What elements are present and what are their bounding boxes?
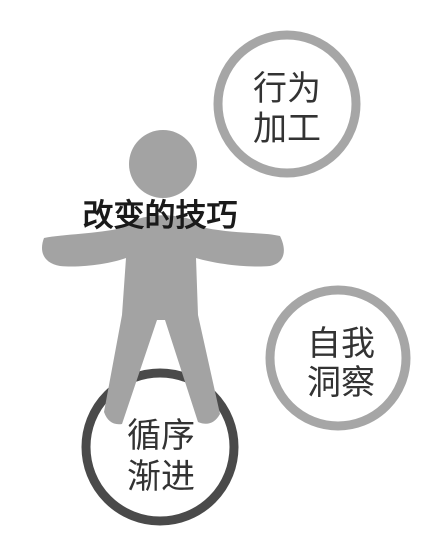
diagram-title: 改变的技巧 [83,198,238,234]
person-head [129,130,197,198]
technique-gradual: 循序 渐进 [127,416,195,497]
person-figure [41,130,284,425]
behavior-label-line2: 加工 [253,109,321,149]
insight-label-line1: 自我 [307,324,375,364]
gradual-label-line1: 循序 [127,416,195,456]
technique-insight: 自我 洞察 [265,285,411,431]
person-body [41,215,284,425]
gradual-label-line2: 渐进 [127,457,195,497]
behavior-label-line1: 行为 [253,69,321,109]
insight-ring [265,285,411,431]
insight-label-line2: 洞察 [307,363,375,403]
behavior-ring [213,30,361,178]
technique-behavior: 行为 加工 [213,30,361,178]
